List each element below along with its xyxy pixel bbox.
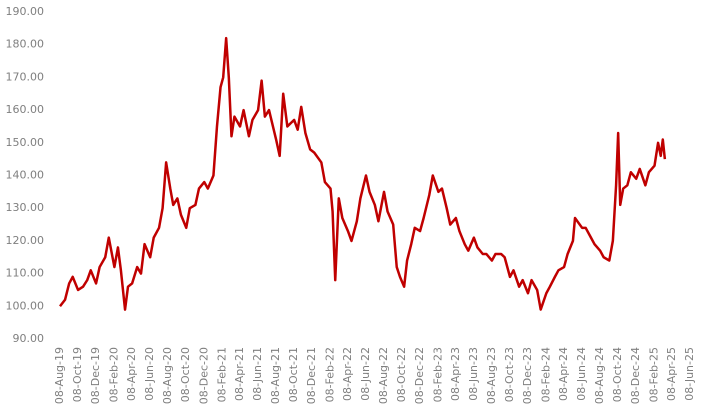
x-tick-label: 08-Feb-21: [216, 347, 229, 402]
y-tick-label: 190.00: [6, 5, 45, 18]
x-tick-label: 08-Dec-21: [305, 347, 318, 404]
x-tick-label: 08-Feb-22: [324, 347, 337, 402]
x-tick-label: 08-Aug-24: [593, 347, 606, 404]
y-tick-label: 120.00: [6, 234, 45, 247]
line-series: [59, 36, 667, 311]
x-tick-label: 08-Feb-24: [539, 347, 552, 402]
y-tick-label: 100.00: [6, 299, 45, 312]
x-tick-label: 08-Aug-21: [269, 347, 282, 404]
x-tick-label: 08-Dec-20: [197, 347, 210, 404]
x-tick-label: 08-Apr-20: [125, 347, 138, 401]
x-tick-label: 08-Apr-22: [341, 347, 354, 401]
x-tick-label: 08-Aug-19: [53, 347, 66, 404]
y-tick-label: 150.00: [6, 136, 45, 149]
y-tick-label: 130.00: [6, 201, 45, 214]
x-tick-label: 08-Oct-20: [179, 347, 192, 402]
x-tick-label: 08-Aug-22: [377, 347, 390, 404]
x-tick-label: 08-Jun-25: [683, 347, 696, 401]
x-tick-label: 08-Jun-23: [467, 347, 480, 401]
x-tick-label: 08-Dec-23: [521, 347, 534, 404]
x-tick-label: 08-Oct-21: [287, 347, 300, 402]
x-tick-label: 08-Apr-24: [557, 347, 570, 401]
x-tick-label: 08-Oct-23: [503, 347, 516, 402]
y-tick-label: 90.00: [13, 332, 45, 345]
x-tick-label: 08-Jun-24: [575, 347, 588, 401]
x-tick-label: 08-Jun-20: [143, 347, 156, 401]
x-tick-label: 08-Aug-23: [485, 347, 498, 404]
x-tick-label: 08-Dec-24: [629, 347, 642, 404]
y-tick-label: 140.00: [6, 169, 45, 182]
x-tick-label: 08-Apr-21: [233, 347, 246, 401]
x-tick-label: 08-Apr-25: [665, 347, 678, 401]
x-tick-label: 08-Dec-22: [413, 347, 426, 404]
x-tick-label: 08-Oct-19: [71, 347, 84, 402]
x-tick-label: 08-Jun-21: [251, 347, 264, 401]
x-tick-label: 08-Feb-20: [107, 347, 120, 402]
x-tick-label: 08-Jun-22: [359, 347, 372, 401]
x-tick-label: 08-Feb-23: [431, 347, 444, 402]
y-tick-label: 160.00: [6, 103, 45, 116]
y-tick-label: 110.00: [6, 267, 45, 280]
x-tick-label: 08-Oct-22: [395, 347, 408, 402]
y-tick-label: 180.00: [6, 38, 45, 51]
x-tick-label: 08-Oct-24: [611, 347, 624, 402]
x-tick-label: 08-Apr-23: [449, 347, 462, 401]
y-tick-label: 170.00: [6, 70, 45, 83]
x-tick-label: 08-Dec-19: [89, 347, 102, 404]
x-tick-label: 08-Feb-25: [648, 347, 661, 402]
x-tick-label: 08-Aug-20: [161, 347, 174, 404]
